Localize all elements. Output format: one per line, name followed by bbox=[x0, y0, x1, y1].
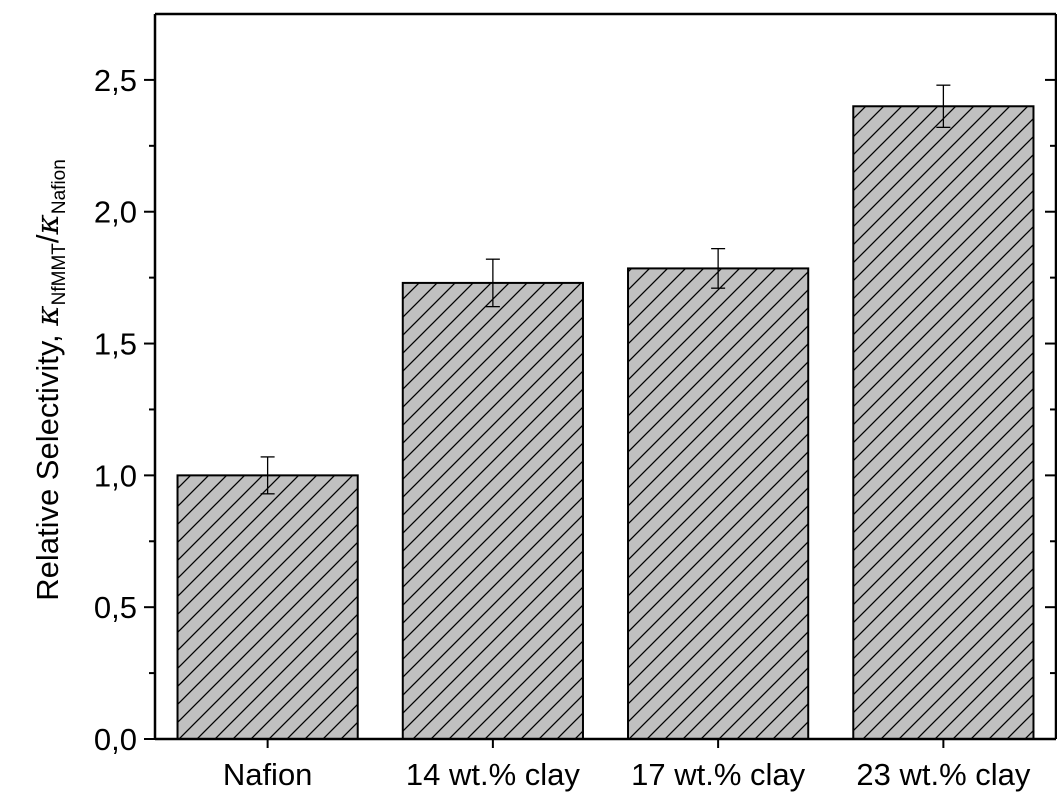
y-tick-label: 2,5 bbox=[94, 63, 137, 98]
bar-3 bbox=[627, 267, 810, 740]
error-bar-4 bbox=[936, 84, 951, 129]
bars-layer bbox=[176, 105, 1035, 741]
y-axis-title: Relative Selectivity, κNfMMT/κNafion bbox=[30, 159, 70, 601]
y-axis-title-sub-1: NfMMT bbox=[49, 243, 70, 306]
y-tick-label: 1,0 bbox=[94, 458, 137, 493]
bar-1 bbox=[176, 474, 359, 740]
x-tick-label: Nafion bbox=[223, 757, 313, 792]
labels-layer: Nafion 14 wt.% clay 17 wt.% clay 23 wt.% cl… bbox=[94, 63, 1031, 792]
y-tick-label: 0,5 bbox=[94, 590, 137, 625]
y-axis-title-kappa-1: κ bbox=[30, 305, 66, 326]
error-bars-layer bbox=[260, 84, 951, 495]
y-axis-title-sub-2: Nafion bbox=[49, 159, 70, 214]
y-tick-label: 0,0 bbox=[94, 722, 137, 757]
bar-4 bbox=[852, 105, 1035, 741]
y-tick-label: 1,5 bbox=[94, 327, 137, 362]
error-bar-1 bbox=[260, 456, 275, 495]
x-tick-label: 14 wt.% clay bbox=[406, 757, 581, 792]
y-tick-label: 2,0 bbox=[94, 195, 137, 230]
y-axis-title-slash: / bbox=[30, 234, 65, 243]
x-tick-label: 23 wt.% clay bbox=[856, 757, 1031, 792]
y-axis-title-prefix: Relative Selectivity, bbox=[30, 326, 65, 601]
bar-2 bbox=[401, 281, 584, 740]
error-bar-3 bbox=[711, 247, 726, 289]
axes-layer bbox=[144, 12, 1057, 748]
x-tick-label: 17 wt.% clay bbox=[631, 757, 806, 792]
y-axis-title-kappa-2: κ bbox=[30, 214, 66, 235]
error-bar-2 bbox=[485, 258, 500, 308]
